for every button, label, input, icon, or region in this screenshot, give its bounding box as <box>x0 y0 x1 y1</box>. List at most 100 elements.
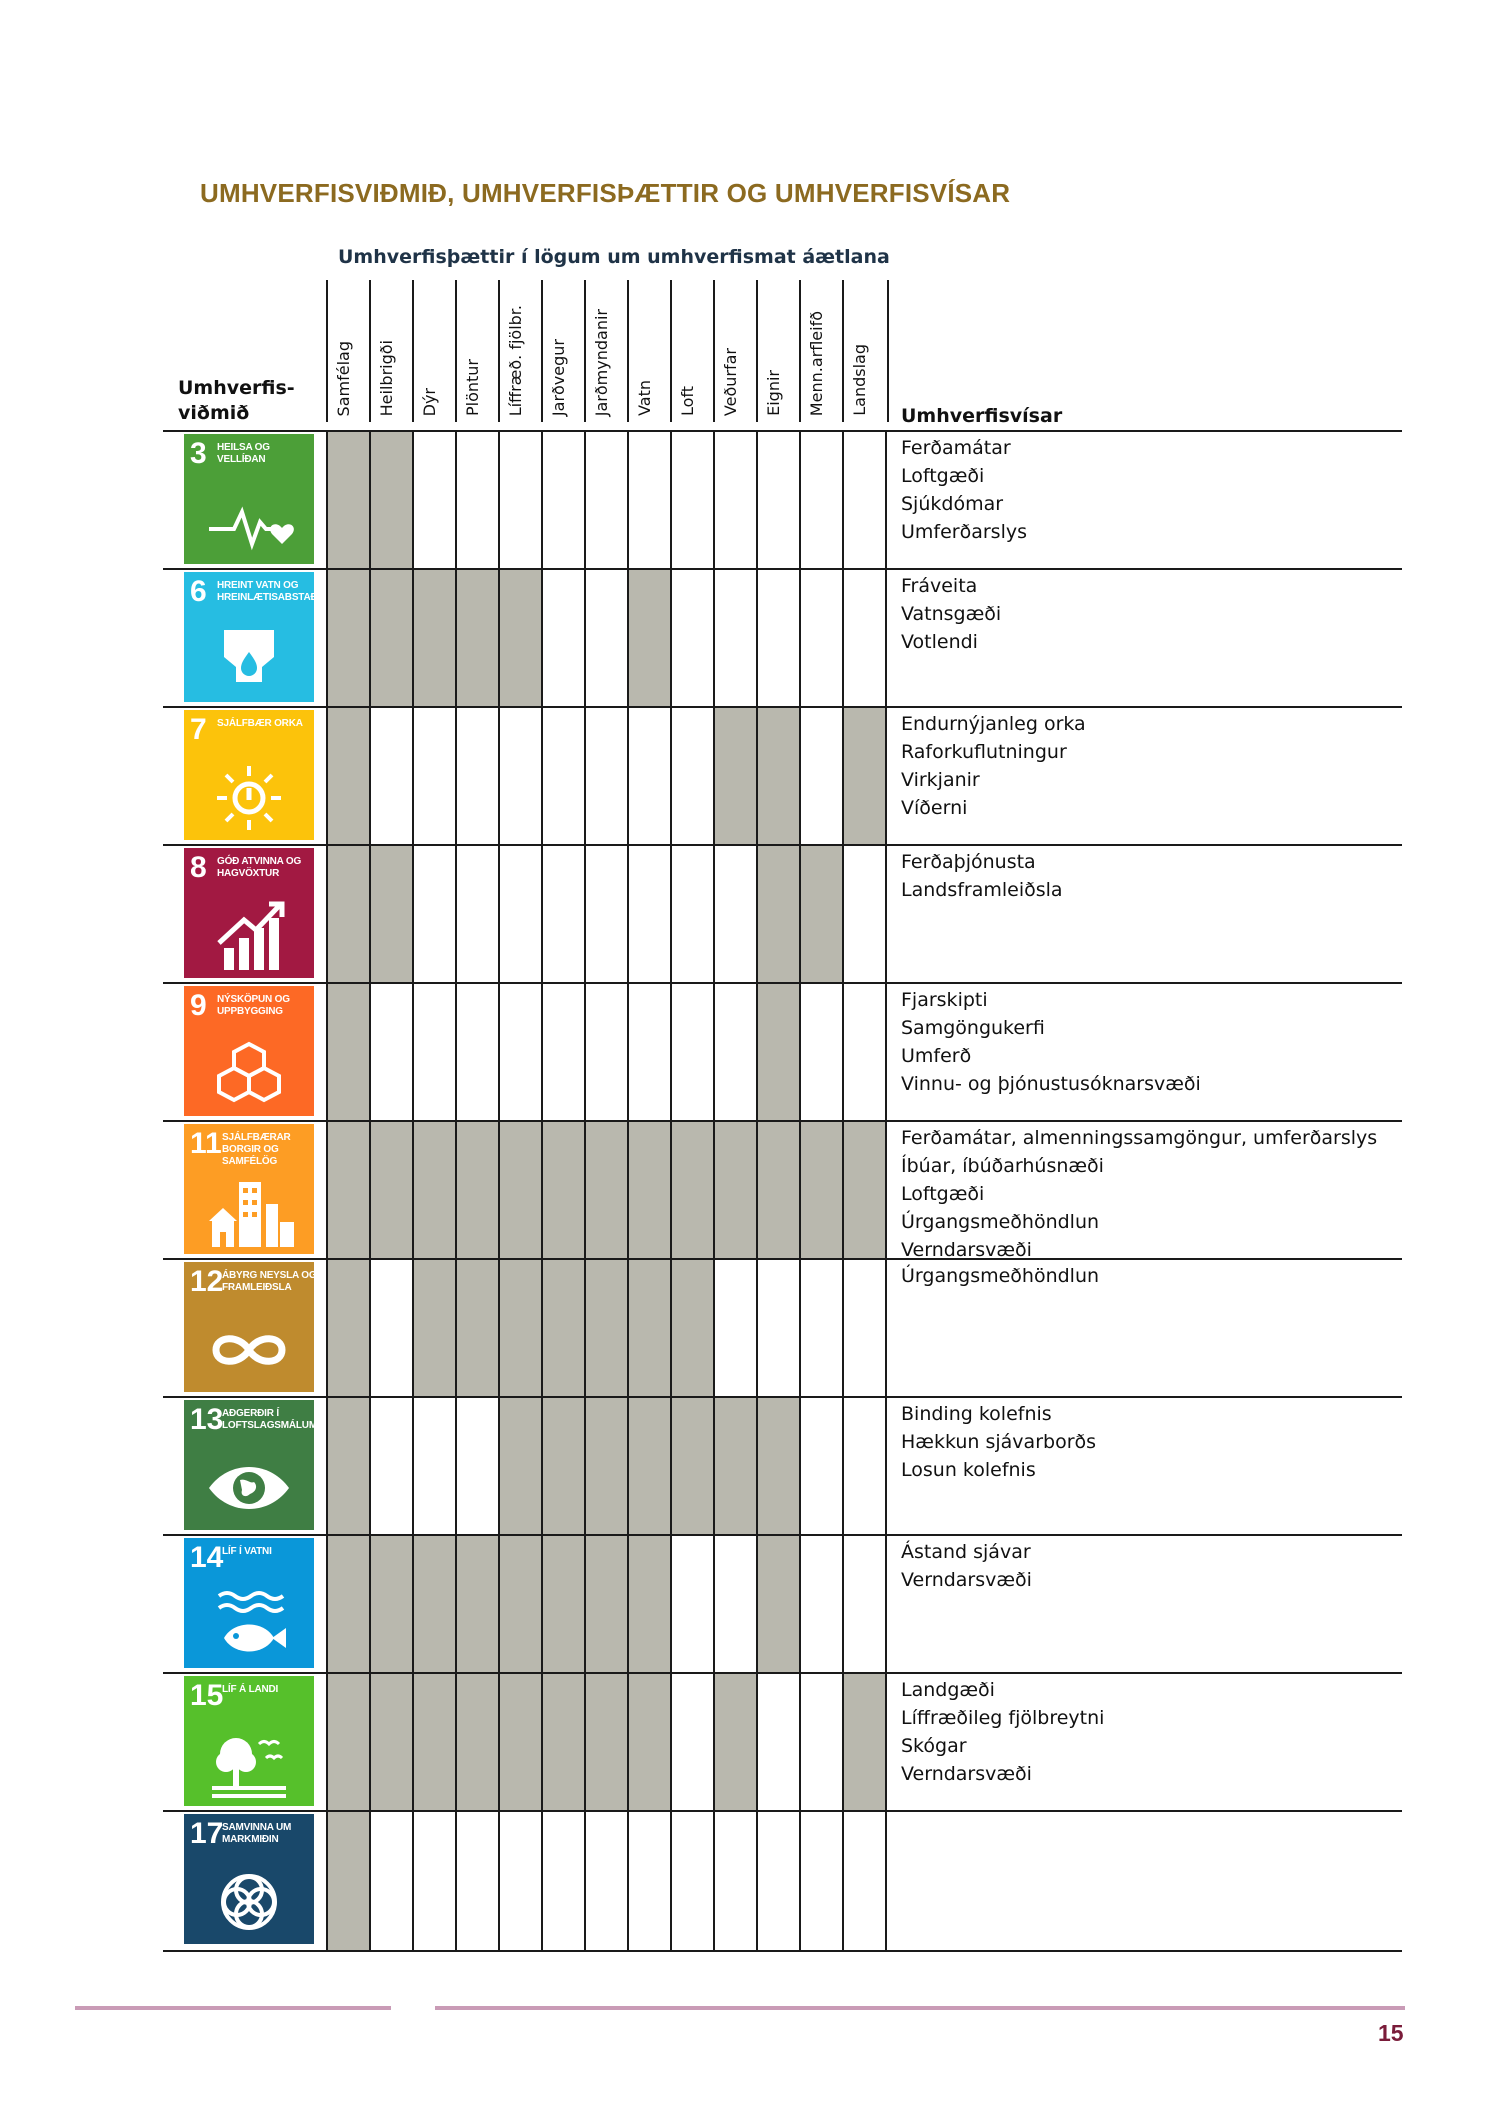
matrix-cell-marked <box>412 1260 455 1398</box>
matrix-cell-empty <box>584 1812 627 1950</box>
matrix-cell-empty <box>455 846 498 984</box>
matrix-cell-marked <box>369 846 412 984</box>
indicator-item: Ferðamátar <box>901 437 1011 459</box>
matrix-cell-marked <box>713 1398 756 1536</box>
column-header: Veðurfar <box>713 280 758 422</box>
matrix-cell-empty <box>713 1260 756 1398</box>
sdg-goal-number: 3 <box>190 437 207 470</box>
indicator-list: Fjarskipti Samgöngukerfi Umferð Vinnu- og þ… <box>901 986 1201 1098</box>
matrix-cell-marked <box>498 1398 541 1536</box>
indicator-column-header: Umhverfisvísar <box>901 405 1063 427</box>
matrix-cell-marked <box>369 570 412 708</box>
column-header: Dýr <box>412 280 457 422</box>
matrix-cell-marked <box>326 984 369 1122</box>
sdg-goal-icon: 11 SJÁLFBÆRAR BORGIR OG SAMFÉLÖG <box>184 1124 314 1254</box>
column-header-label: Vatn <box>635 380 654 416</box>
matrix-cell-marked <box>326 432 369 570</box>
sdg-goal-label: SAMVINNA UM MARKMIÐIN <box>222 1822 292 1845</box>
matrix-cell-empty <box>627 1812 670 1950</box>
matrix-cell-empty <box>713 570 756 708</box>
sdg-goal-number: 11 <box>190 1127 222 1160</box>
matrix-cell-empty <box>670 708 713 846</box>
matrix-cell-marked <box>369 1122 412 1260</box>
column-header: Jarðvegur <box>541 280 586 422</box>
indicator-item: Fráveita <box>901 575 978 597</box>
matrix-right-border <box>885 1674 887 1812</box>
matrix-cell-marked <box>498 1674 541 1812</box>
column-header-label: Jarðmyndanir <box>592 308 611 416</box>
matrix-cell-empty <box>756 1674 799 1812</box>
indicator-item: Úrgangsmeðhöndlun <box>901 1265 1100 1287</box>
table-row: 15 LÍF Á LANDI Landgæði Líffræðileg fjölbre… <box>163 1672 1402 1812</box>
matrix-cell-marked <box>627 570 670 708</box>
matrix-cell-empty <box>369 1398 412 1536</box>
matrix-cell-marked <box>498 1122 541 1260</box>
matrix-right-border <box>885 846 887 984</box>
sdg-goal-label: SJÁLFBÆR ORKA <box>217 718 303 729</box>
matrix-cell-empty <box>670 984 713 1122</box>
sdg-goal-icon: 7 SJÁLFBÆR ORKA <box>184 710 314 840</box>
indicator-item: Fjarskipti <box>901 989 988 1011</box>
sdg-goal-icon: 12 ÁBYRG NEYSLA OG FRAMLEIÐSLA <box>184 1262 314 1392</box>
column-header-label: Landslag <box>850 344 869 416</box>
indicator-item: Vatnsgæði <box>901 603 1002 625</box>
matrix-cell-empty <box>541 1812 584 1950</box>
matrix-cell-marked <box>627 1260 670 1398</box>
table-row: 14 LÍF Í VATNI Ástand sjávar Verndarsvæði <box>163 1534 1402 1674</box>
matrix-cell-empty <box>498 984 541 1122</box>
matrix-cell-marked <box>498 1260 541 1398</box>
column-header-label: Heilbrigði <box>377 339 396 416</box>
sdg-goal-number: 17 <box>190 1817 224 1850</box>
matrix-cell-empty <box>799 708 842 846</box>
matrix-cell-marked <box>713 1122 756 1260</box>
indicator-list: Úrgangsmeðhöndlun <box>901 1262 1099 1290</box>
matrix-right-border <box>885 570 887 708</box>
sdg-goal-number: 6 <box>190 575 207 608</box>
matrix-cell-marked <box>455 1536 498 1674</box>
sdg-goal-icon: 14 LÍF Í VATNI <box>184 1538 314 1668</box>
sdg-goal-label: SJÁLFBÆRAR BORGIR OG SAMFÉLÖG <box>222 1132 291 1167</box>
table-row: 12 ÁBYRG NEYSLA OG FRAMLEIÐSLA Úrgangsmeðh… <box>163 1258 1402 1398</box>
matrix-cell-empty <box>756 570 799 708</box>
matrix-cell-marked <box>627 1536 670 1674</box>
indicator-item: Loftgæði <box>901 1183 985 1205</box>
matrix-cell-marked <box>455 570 498 708</box>
sdg-goal-icon: 8 GÓÐ ATVINNA OG HAGVÖXTUR <box>184 848 314 978</box>
matrix-cell-empty <box>627 708 670 846</box>
matrix-cell-empty <box>627 432 670 570</box>
matrix-cell-empty <box>670 432 713 570</box>
column-header: Plöntur <box>455 280 500 422</box>
matrix-cell-marked <box>756 1398 799 1536</box>
column-header: Landslag <box>842 280 889 422</box>
matrix-cell-empty <box>584 432 627 570</box>
matrix-right-border <box>885 432 887 570</box>
matrix-cell-empty <box>713 432 756 570</box>
sdg-goal-number: 8 <box>190 851 207 884</box>
table-row: 9 NÝSKÖPUN OG UPPBYGGING Fjarskipti Samgöng… <box>163 982 1402 1122</box>
matrix-cell-empty <box>799 570 842 708</box>
indicator-item: Ferðaþjónusta <box>901 851 1036 873</box>
matrix-cell-empty <box>756 432 799 570</box>
indicator-item: Skógar <box>901 1735 967 1757</box>
matrix-cell-marked <box>541 1122 584 1260</box>
indicator-list: Ferðamátar, almenningssamgöngur, umferða… <box>901 1124 1377 1264</box>
matrix-cell-empty <box>584 846 627 984</box>
column-header: Loft <box>670 280 715 422</box>
matrix-cell-empty <box>412 708 455 846</box>
footer-divider-right <box>435 2006 1405 2010</box>
matrix-cell-marked <box>498 1536 541 1674</box>
matrix-cell-marked <box>670 1122 713 1260</box>
matrix-cell-marked <box>842 1122 885 1260</box>
indicator-item: Ferðamátar, almenningssamgöngur, umferða… <box>901 1127 1378 1149</box>
matrix-cell-marked <box>326 1398 369 1536</box>
indicator-item: Binding kolefnis <box>901 1403 1052 1425</box>
sdg-goal-number: 9 <box>190 989 207 1022</box>
sdg-goal-label: GÓÐ ATVINNA OG HAGVÖXTUR <box>217 856 302 879</box>
matrix-cell-empty <box>455 984 498 1122</box>
matrix-cell-empty <box>756 1812 799 1950</box>
matrix-cell-marked <box>584 1536 627 1674</box>
matrix-cell-marked <box>799 846 842 984</box>
matrix-cell-empty <box>842 984 885 1122</box>
matrix-cell-marked <box>756 708 799 846</box>
indicator-list: Ferðamátar Loftgæði Sjúkdómar Umferðarslys <box>901 434 1027 546</box>
